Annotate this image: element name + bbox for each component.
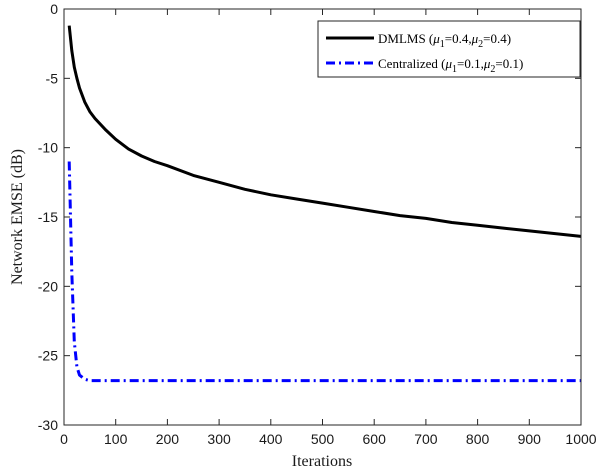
- x-tick-label: 1000: [565, 431, 596, 447]
- legend-label-centralized: Centralized (μ1=0.1,μ2=0.1): [378, 56, 523, 75]
- series-line-centralized: [67, 161, 581, 383]
- x-tick-label: 100: [104, 431, 128, 447]
- y-tick-label: -15: [38, 209, 58, 225]
- y-tick-label: -30: [38, 417, 58, 433]
- x-tick-label: 400: [259, 431, 283, 447]
- legend: DMLMS (μ1=0.4,μ2=0.4) Centralized (μ1=0.…: [317, 20, 581, 78]
- y-axis-title: Network EMSE (dB): [9, 149, 26, 285]
- legend-box: [317, 20, 581, 78]
- y-tick-label: -5: [46, 70, 59, 86]
- axis-ticks: [63, 8, 582, 426]
- x-tick-label: 800: [466, 431, 490, 447]
- series-line-dmlms: [67, 25, 582, 238]
- y-tick-label: 0: [50, 1, 58, 17]
- x-tick-label: 500: [311, 431, 335, 447]
- x-tick-label: 600: [363, 431, 387, 447]
- x-tick-label: 700: [414, 431, 438, 447]
- y-tick-label: -25: [38, 348, 58, 364]
- y-tick-label: -10: [38, 140, 58, 156]
- y-tick-label: -20: [38, 278, 58, 294]
- x-tick-label: 200: [156, 431, 180, 447]
- x-tick-label: 900: [518, 431, 542, 447]
- x-tick-label: 300: [207, 431, 231, 447]
- x-tick-label: 0: [60, 431, 68, 447]
- legend-label-dmlms: DMLMS (μ1=0.4,μ2=0.4): [378, 31, 511, 50]
- tick-labels: 0 100 200 300 400 500 600 700 800 900 1000 0 -5 -10 -1…: [38, 1, 597, 447]
- plot-lines: [67, 25, 582, 383]
- x-axis-title: Iterations: [292, 453, 352, 470]
